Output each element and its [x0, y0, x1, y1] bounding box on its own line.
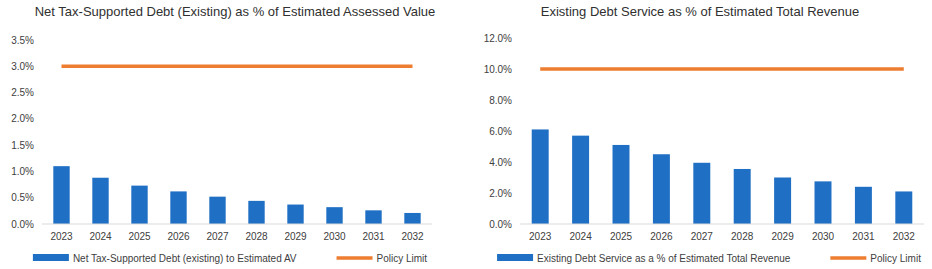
chart-title: Net Tax-Supported Debt (Existing) as % o…: [35, 4, 436, 19]
y-tick: [517, 100, 520, 101]
chart-title: Existing Debt Service as % of Estimated …: [541, 4, 859, 19]
chart-1: Existing Debt Service as % of Estimated …: [484, 4, 924, 264]
legend-item: Policy Limit: [830, 253, 921, 264]
bar: [572, 136, 589, 224]
legend-swatch: [497, 254, 533, 261]
x-tick-label: 2024: [569, 231, 592, 242]
bar: [613, 145, 630, 224]
legend-label: Net Tax-Supported Debt (existing) to Est…: [73, 253, 297, 264]
legend-item: Policy Limit: [337, 253, 428, 264]
y-tick: [517, 38, 520, 39]
x-tick-label: 2032: [401, 231, 424, 242]
x-tick-label: 2023: [50, 231, 73, 242]
x-tick-label: 2025: [610, 231, 633, 242]
x-axis: [42, 224, 432, 225]
x-tick-label: 2027: [691, 231, 714, 242]
bar: [653, 154, 670, 224]
legend-swatch: [33, 254, 69, 261]
bar: [815, 181, 832, 224]
x-tick-label: 2031: [362, 231, 385, 242]
bar: [774, 178, 791, 225]
legend-swatch: [337, 256, 373, 260]
x-tick-label: 2031: [852, 231, 875, 242]
bar: [365, 210, 381, 224]
plot-area: [532, 69, 913, 224]
y-tick-label: 1.5%: [11, 140, 34, 151]
y-tick-label: 10.0%: [484, 64, 512, 75]
y-tick: [39, 145, 42, 146]
y-tick-label: 0.5%: [11, 192, 34, 203]
bar: [404, 213, 420, 224]
legend-item: Net Tax-Supported Debt (existing) to Est…: [33, 253, 297, 264]
y-tick-label: 1.0%: [11, 166, 34, 177]
x-tick-label: 2030: [812, 231, 835, 242]
y-tick: [39, 66, 42, 67]
y-tick: [517, 131, 520, 132]
y-tick: [517, 193, 520, 194]
legend-label: Existing Debt Service as a % of Estimate…: [537, 253, 791, 264]
y-tick: [517, 69, 520, 70]
y-tick: [517, 224, 520, 225]
bar: [532, 129, 549, 224]
x-tick-label: 2026: [167, 231, 190, 242]
x-tick-label: 2025: [128, 231, 151, 242]
y-tick-label: 3.5%: [11, 35, 34, 46]
x-tick-label: 2028: [245, 231, 268, 242]
y-tick: [39, 92, 42, 93]
y-tick-label: 2.0%: [489, 188, 512, 199]
policy-line: [540, 67, 904, 71]
y-tick: [39, 118, 42, 119]
y-tick-label: 8.0%: [489, 95, 512, 106]
x-tick-label: 2024: [89, 231, 112, 242]
y-tick-label: 0.0%: [489, 219, 512, 230]
plot-area: [53, 66, 420, 224]
bar: [855, 187, 872, 224]
policy-line: [62, 65, 413, 69]
legend-swatch: [830, 256, 866, 260]
chart-canvas: Net Tax-Supported Debt (Existing) as % o…: [0, 0, 932, 269]
bar: [131, 186, 147, 224]
x-tick-label: 2029: [771, 231, 794, 242]
y-tick-label: 0.0%: [11, 219, 34, 230]
y-tick-label: 3.0%: [11, 61, 34, 72]
x-tick-label: 2023: [529, 231, 552, 242]
x-tick-label: 2030: [323, 231, 346, 242]
y-tick: [39, 197, 42, 198]
bar: [170, 191, 186, 224]
bar: [92, 178, 108, 224]
x-tick-label: 2026: [650, 231, 673, 242]
x-axis: [520, 224, 924, 225]
legend-label: Policy Limit: [377, 253, 428, 264]
bar: [53, 166, 69, 224]
x-tick-label: 2027: [206, 231, 229, 242]
x-tick-label: 2032: [893, 231, 916, 242]
bar: [693, 163, 710, 224]
y-tick-label: 12.0%: [484, 33, 512, 44]
legend-item: Existing Debt Service as a % of Estimate…: [497, 253, 791, 264]
y-tick: [39, 40, 42, 41]
y-tick: [39, 171, 42, 172]
y-tick-label: 6.0%: [489, 126, 512, 137]
legend: Net Tax-Supported Debt (existing) to Est…: [33, 253, 427, 264]
bar: [209, 197, 225, 224]
bar: [734, 169, 751, 224]
y-tick-label: 2.0%: [11, 113, 34, 124]
legend: Existing Debt Service as a % of Estimate…: [497, 253, 921, 264]
x-tick-label: 2029: [284, 231, 307, 242]
bar: [326, 207, 342, 224]
y-tick: [517, 162, 520, 163]
x-tick-label: 2028: [731, 231, 754, 242]
bar: [248, 201, 264, 224]
y-tick-label: 4.0%: [489, 157, 512, 168]
y-tick: [39, 224, 42, 225]
y-tick-label: 2.5%: [11, 87, 34, 98]
bar: [287, 205, 303, 224]
legend-label: Policy Limit: [870, 253, 921, 264]
bar: [895, 191, 912, 224]
chart-0: Net Tax-Supported Debt (Existing) as % o…: [11, 4, 435, 264]
